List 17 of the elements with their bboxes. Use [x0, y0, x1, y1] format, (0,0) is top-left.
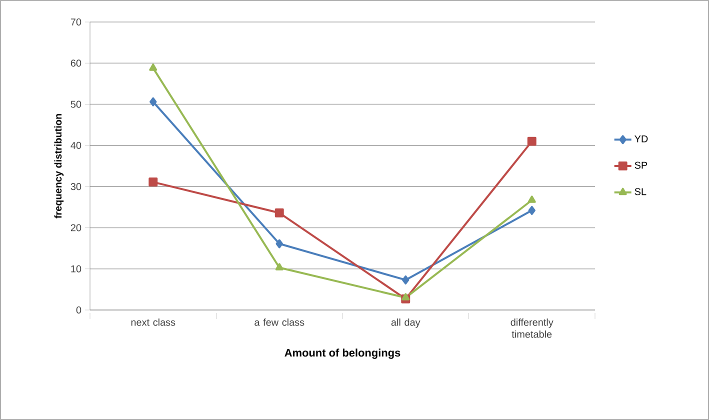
y-tick-label: 60 — [70, 60, 82, 67]
legend-label: SL — [634, 188, 646, 196]
x-tick-label: differently timetable — [510, 318, 554, 338]
y-tick-label: 0 — [76, 306, 82, 314]
x-tick-label: next class — [131, 318, 176, 326]
x-tick-label: all day — [391, 318, 420, 328]
legend-label: YD — [634, 135, 648, 142]
y-tick-label: 20 — [70, 224, 82, 232]
y-tick-label: 30 — [70, 183, 82, 190]
y-tick-label: 10 — [71, 265, 82, 272]
y-tick-label: 70 — [70, 18, 82, 26]
x-axis-title: Amount of belongings — [284, 348, 400, 359]
y-axis-title: frequency distribution — [54, 114, 64, 218]
legend-label: SP — [634, 162, 648, 169]
y-tick-label: 40 — [70, 142, 82, 149]
x-tick-label: a few class — [254, 318, 304, 326]
y-tick-label: 50 — [70, 100, 82, 108]
